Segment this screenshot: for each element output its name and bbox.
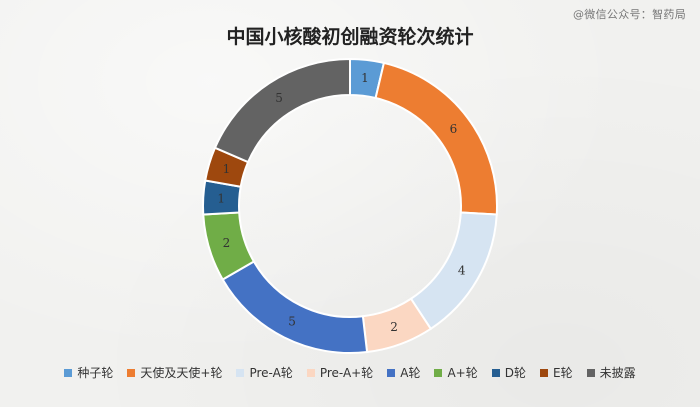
legend-item: A轮 [387, 364, 420, 381]
chart-title: 中国小核酸初创融资轮次统计 [226, 26, 474, 48]
legend-swatch [127, 368, 136, 377]
legend: 种子轮 天使及天使+轮 Pre-A轮 Pre-A+轮 A轮 A+轮 D轮 E轮 未披露 [0, 364, 700, 381]
legend-swatch [64, 368, 73, 377]
legend-swatch [306, 368, 315, 377]
legend-label: E轮 [552, 366, 573, 380]
legend-swatch [236, 368, 245, 377]
donut-slice-5 [221, 260, 369, 354]
legend-item: 天使及天使+轮 [127, 364, 222, 381]
donut-slices [202, 57, 498, 354]
legend-swatch [586, 368, 595, 377]
slice-value-label: 6 [450, 122, 458, 136]
legend-label: A+轮 [447, 366, 478, 380]
legend-item: Pre-A轮 [236, 364, 293, 381]
slice-value-label: 1 [223, 162, 231, 176]
legend-item: 种子轮 [64, 364, 113, 381]
slice-value-label: 2 [390, 320, 398, 334]
slice-value-label: 4 [458, 264, 466, 278]
legend-item: A+轮 [434, 364, 478, 381]
slice-value-label: 2 [223, 236, 231, 250]
legend-item: E轮 [539, 364, 573, 381]
legend-label: Pre-A轮 [249, 366, 293, 380]
legend-label: A轮 [400, 366, 421, 380]
legend-item: Pre-A+轮 [306, 364, 374, 381]
legend-label: Pre-A+轮 [319, 366, 374, 380]
slice-value-label: 1 [361, 71, 369, 85]
legend-label: D轮 [504, 366, 526, 380]
donut-slice-9 [213, 57, 351, 164]
legend-swatch [434, 368, 443, 377]
donut-slice-2 [374, 61, 498, 216]
slice-value-label: 5 [288, 314, 296, 328]
slice-value-label: 1 [217, 191, 225, 205]
legend-label: 种子轮 [77, 366, 114, 380]
legend-swatch [539, 368, 548, 377]
legend-label: 天使及天使+轮 [140, 366, 223, 380]
legend-swatch [491, 368, 500, 377]
legend-label: 未披露 [599, 366, 636, 380]
watermark: @微信公众号：智药局 [573, 8, 686, 21]
slice-labels: 1 6 4 2 5 2 1 1 5 [217, 71, 465, 334]
donut-slice-3 [409, 211, 498, 331]
legend-swatch [387, 368, 396, 377]
legend-item: D轮 [491, 364, 526, 381]
legend-item: 未披露 [586, 364, 636, 381]
slice-value-label: 5 [275, 91, 283, 105]
